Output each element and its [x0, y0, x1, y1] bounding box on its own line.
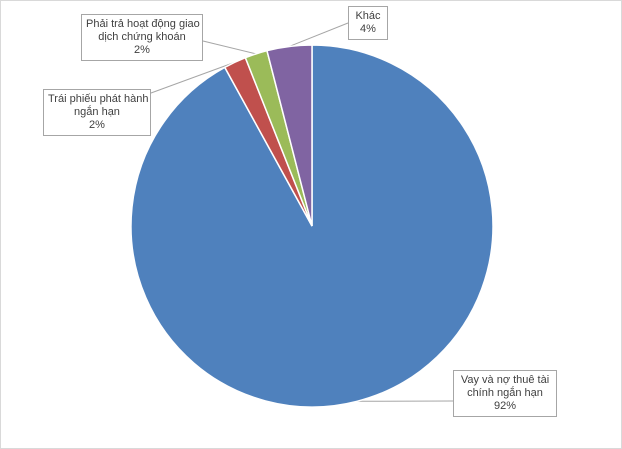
- data-label-vay-va-no: Vay và nợ thuê tài chính ngắn hạn 92%: [453, 370, 557, 417]
- data-label-line: ngắn hạn: [74, 106, 120, 118]
- data-label-value: 2%: [134, 44, 150, 56]
- pie-slices: [130, 44, 494, 408]
- data-label-value: 2%: [89, 119, 105, 131]
- slice-khac: [266, 44, 313, 227]
- data-label-trai-phieu: Trái phiếu phát hành ngắn hạn 2%: [43, 89, 151, 136]
- leader-line: [289, 22, 349, 47]
- data-label-phai-tra: Phải trả hoạt động giao dịch chứng khoán…: [81, 14, 203, 61]
- leader-lines: [150, 22, 454, 402]
- data-label-line: Trái phiếu phát hành: [48, 93, 149, 105]
- data-label-value: 92%: [493, 400, 517, 412]
- data-label-line: Khác: [355, 10, 381, 22]
- data-label-khac: Khác 4%: [348, 6, 388, 40]
- data-label-line: dịch chứng khoán: [98, 31, 186, 43]
- data-label-line: Vay và nợ thuê tài: [460, 374, 550, 386]
- data-label-line: chính ngắn hạn: [467, 387, 543, 399]
- data-label-value: 4%: [360, 23, 376, 35]
- data-label-line: Phải trả hoạt động giao: [86, 18, 200, 30]
- leader-line: [150, 61, 236, 94]
- leader-line: [202, 40, 257, 55]
